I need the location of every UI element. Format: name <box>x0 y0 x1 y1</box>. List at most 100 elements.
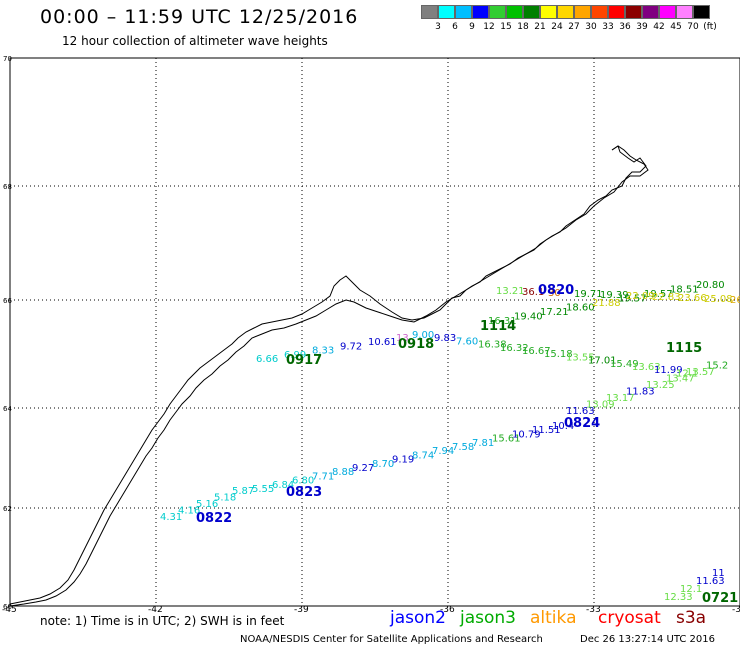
track-0822: 4.314.165.165.185.87 0822 <box>160 486 254 526</box>
wave-height-label: 7.60 <box>456 336 478 347</box>
legend-swatch <box>574 5 591 19</box>
wave-height-label: 17.01 <box>588 356 617 367</box>
wave-height-label: 7.94 <box>432 446 454 457</box>
legend-label: 70 <box>687 22 699 32</box>
wave-height-label: 30 <box>548 288 561 299</box>
wave-height-label: 19.40 <box>514 312 543 323</box>
wave-height-label: 4.16 <box>178 506 200 517</box>
wave-height-label: 17.21 <box>540 307 569 318</box>
legend-swatch <box>625 5 642 19</box>
wave-height-label: 9.27 <box>352 463 374 474</box>
legend-swatch <box>642 5 659 19</box>
legend-label: 33 <box>602 22 614 32</box>
wave-height-label: 22.83 <box>652 292 681 303</box>
wave-height-label: 5.18 <box>214 493 236 504</box>
pass-time-label: 0918 <box>398 337 434 352</box>
wave-height-label: 26.1 <box>730 295 740 306</box>
legend-label: 42 <box>653 22 665 32</box>
legend-swatch <box>608 5 625 19</box>
lon-tick-label: -33 <box>586 605 601 615</box>
pass-time-label: 0721 <box>702 591 738 606</box>
altimeter-tracks: 4.314.165.165.185.87 0822 5.556.846.807.71… <box>160 280 740 606</box>
lon-tick-label: -30 <box>732 605 740 615</box>
wave-height-label: 36.1 <box>522 287 544 298</box>
wave-height-label: 11.99 <box>654 365 683 376</box>
wave-height-label: 5.87 <box>232 486 254 497</box>
wave-height-label: 13.47 <box>666 374 695 385</box>
wave-height-label: 11.83 <box>626 387 655 398</box>
wave-height-label: 7.81 <box>472 438 494 449</box>
wave-height-label: 19.39 <box>600 290 629 301</box>
wave-height-label: 13.55 <box>566 352 595 363</box>
wave-height-label: 8.74 <box>412 450 434 461</box>
wave-height-label: 15.49 <box>610 359 639 370</box>
greenland-coastline <box>9 145 649 607</box>
wave-height-label: 6.66 <box>256 354 278 365</box>
legend-swatch <box>421 5 438 19</box>
color-legend <box>421 5 710 19</box>
pass-time-label: 1114 <box>480 319 516 334</box>
legend-label: 36 <box>619 22 631 32</box>
satellite-altika: altika <box>530 608 577 628</box>
wave-height-label: 12.1 <box>680 584 702 595</box>
wave-height-label: 23.66 <box>678 293 707 304</box>
wave-height-label: 21.88 <box>592 298 621 309</box>
wave-height-label: 7.71 <box>312 471 334 482</box>
legend-label: 30 <box>585 22 597 32</box>
legend-swatch <box>693 5 710 19</box>
wave-height-label: 13.21 <box>496 286 525 297</box>
lon-tick-label: -36 <box>440 605 455 615</box>
map-title: 00:00 – 11:59 UTC 12/25/2016 <box>40 6 359 28</box>
wave-height-label: 8.70 <box>372 459 394 470</box>
satellite-jason2: jason2 <box>390 608 446 628</box>
legend-label: 27 <box>568 22 580 32</box>
wave-height-label: 8.88 <box>332 467 354 478</box>
legend-label: 12 <box>483 22 495 32</box>
track-1114: 16.3119.4017.2118.6021.8819.5719.5718.51… <box>480 280 725 334</box>
wave-height-label: 16.32 <box>500 343 529 354</box>
satellite-cryosat: cryosat <box>598 608 661 628</box>
wave-height-label: 13 <box>396 333 409 344</box>
wave-height-label: 13.57 <box>686 367 715 378</box>
map-frame <box>9 57 740 607</box>
wave-height-label: 8.33 <box>312 346 334 357</box>
wave-height-label: 22.09 <box>626 291 655 302</box>
wave-height-label: 13.17 <box>606 393 635 404</box>
wave-height-label: 15.2 <box>706 361 728 372</box>
map-grid <box>10 58 740 606</box>
legend-swatch <box>489 5 506 19</box>
wave-height-label: 16.31 <box>488 316 517 327</box>
wave-height-label: 12.1 <box>676 368 698 379</box>
wave-height-label: 13.63 <box>632 362 661 373</box>
wave-height-label: 9.00 <box>412 330 434 341</box>
note-text: note: 1) Time is in UTC; 2) SWH is in fe… <box>40 614 285 628</box>
wave-height-label: 7.58 <box>452 442 474 453</box>
legend-swatch <box>506 5 523 19</box>
legend-label: 18 <box>517 22 529 32</box>
lon-tick-label: -45 <box>2 605 17 615</box>
wave-height-label: 5.16 <box>196 499 218 510</box>
axis-labels: 70 68 66 64 62 60-45 -42 -39 -36 -33 -30 <box>2 55 740 615</box>
track-0823: 5.556.846.807.718.889.278.709.198.747.94… <box>252 421 574 500</box>
pass-time-label: 0917 <box>286 353 322 368</box>
wave-height-label: 12.33 <box>664 592 693 603</box>
pass-time-label: 0822 <box>196 511 232 526</box>
wave-height-label: 11.63 <box>566 406 595 417</box>
legend-swatch <box>472 5 489 19</box>
lat-tick-label: 62 <box>3 505 12 513</box>
wave-height-label: 9.19 <box>392 455 414 466</box>
legend-label: 24 <box>551 22 563 32</box>
lat-tick-label: 70 <box>3 55 12 63</box>
wave-height-label: 4.31 <box>160 512 182 523</box>
legend-label: 21 <box>534 22 546 32</box>
track-0917: 6.66 6.99 8.33 9.72 10.61 13 0917 <box>256 333 409 368</box>
legend-swatch <box>591 5 608 19</box>
wave-height-label: 11.63 <box>696 576 725 587</box>
color-legend-labels: 3 6 9 12 15 18 21 24 27 30 33 36 39 42 45 70 (ft) <box>421 22 740 34</box>
track-1115: 1115 <box>666 341 702 356</box>
pass-time-label: 0824 <box>564 416 600 431</box>
wave-height-label: 9.83 <box>434 333 456 344</box>
